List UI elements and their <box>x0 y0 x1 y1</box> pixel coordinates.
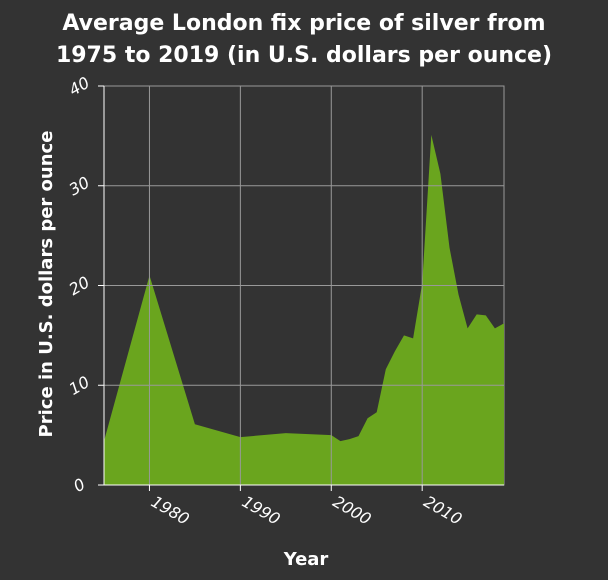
chart-title-line-1: Average London fix price of silver from <box>62 11 545 36</box>
silver-price-area <box>104 134 504 485</box>
chart-title-line-2: 1975 to 2019 (in U.S. dollars per ounce) <box>56 43 552 68</box>
x-axis-label: Year <box>283 549 329 570</box>
y-axis-label: Price in U.S. dollars per ounce <box>36 131 57 438</box>
